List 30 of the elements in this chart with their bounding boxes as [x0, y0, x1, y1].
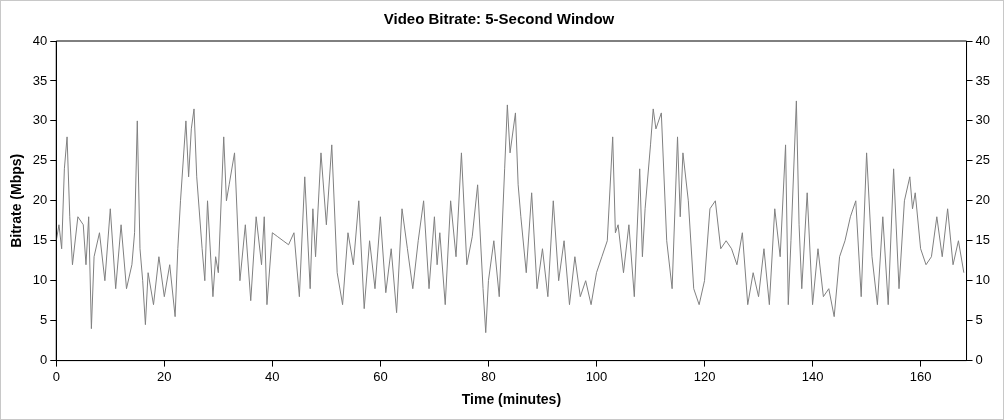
y-axis-title: Bitrate (Mbps) — [8, 153, 25, 248]
x-tick-label: 140 — [801, 368, 824, 384]
y-tick-label: 15 — [32, 232, 48, 248]
y2-tick-label: 10 — [975, 272, 991, 288]
y2-tick-label: 30 — [975, 112, 991, 128]
y-tick-label: 20 — [32, 192, 48, 208]
x-tick-label: 60 — [373, 368, 388, 384]
y-tick-label: 40 — [32, 32, 48, 48]
x-tick-label: 0 — [52, 368, 60, 384]
y2-tick-label: 35 — [975, 72, 991, 88]
x-tick-label: 80 — [481, 368, 496, 384]
chart-title: Video Bitrate: 5-Second Window — [383, 10, 615, 28]
y2-tick-label: 5 — [975, 312, 983, 328]
y-tick-label: 25 — [32, 152, 48, 168]
y-tick-label: 0 — [40, 352, 48, 368]
y-tick-label: 35 — [32, 72, 48, 88]
y2-tick-label: 40 — [975, 32, 991, 48]
x-tick-label: 160 — [909, 368, 932, 384]
y-tick-label: 5 — [40, 312, 48, 328]
x-tick-label: 40 — [265, 368, 280, 384]
y-tick-label: 30 — [32, 112, 48, 128]
y2-tick-label: 20 — [975, 192, 991, 208]
x-tick-label: 100 — [585, 368, 608, 384]
y-tick-label: 10 — [32, 272, 48, 288]
x-tick-label: 120 — [693, 368, 716, 384]
y2-tick-label: 15 — [975, 232, 991, 248]
x-axis-title: Time (minutes) — [461, 391, 562, 408]
y2-tick-label: 0 — [975, 352, 983, 368]
x-tick-label: 20 — [157, 368, 172, 384]
y2-tick-label: 25 — [975, 152, 991, 168]
